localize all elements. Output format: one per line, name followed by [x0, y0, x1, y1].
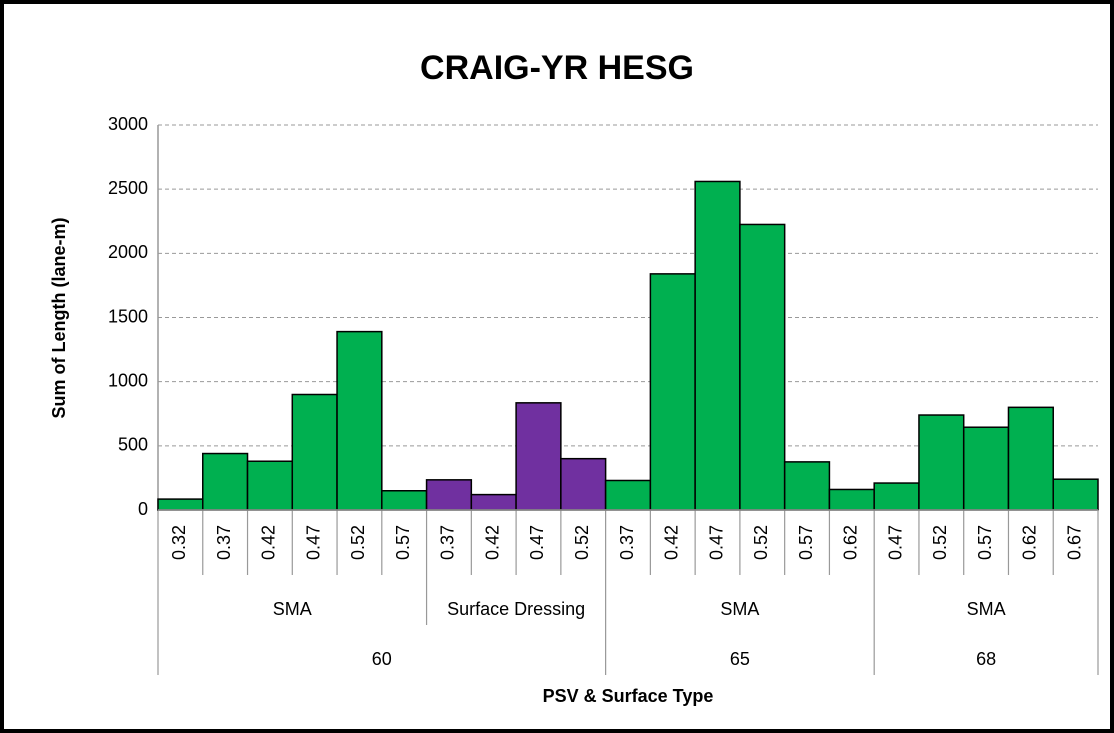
bar [1007, 406, 1054, 511]
y-tick-label: 1000 [108, 370, 148, 390]
bar [246, 460, 294, 511]
y-axis-title: Sum of Length (lane-m) [49, 218, 69, 419]
bar [739, 223, 786, 511]
y-tick-label: 2500 [108, 178, 148, 198]
bar [291, 393, 338, 511]
x-tick-label: 0.57 [796, 525, 816, 560]
bar [157, 498, 204, 511]
y-tick-label: 2000 [108, 242, 148, 262]
bar [560, 457, 607, 511]
x-tick-label: 0.47 [706, 525, 726, 560]
bar [425, 479, 473, 511]
x-tick-label: 0.37 [617, 525, 637, 560]
chart-title: CRAIG-YR HESG [420, 49, 694, 87]
x-tick-label: 0.37 [438, 525, 458, 560]
x-tick-label: 0.57 [393, 525, 413, 560]
x-tick-label: 0.57 [975, 525, 995, 560]
subgroup-label: SMA [720, 599, 759, 619]
x-tick-label: 0.67 [1064, 525, 1084, 560]
y-tick-label: 500 [118, 435, 148, 455]
x-tick-label: 0.47 [303, 525, 323, 560]
x-tick-label: 0.52 [751, 525, 771, 560]
x-tick-label: 0.52 [930, 525, 950, 560]
bar [202, 452, 249, 511]
x-tick-label: 0.42 [662, 525, 682, 560]
bar [873, 482, 920, 511]
x-tick-label: 0.42 [482, 525, 502, 560]
bar [470, 493, 517, 511]
bar [783, 461, 831, 511]
bar [604, 479, 652, 511]
x-tick-label: 0.42 [259, 525, 279, 560]
bar [918, 414, 965, 511]
x-tick-label: 0.47 [527, 525, 547, 560]
x-tick-label: 0.62 [1020, 525, 1040, 560]
subgroup-label: SMA [273, 599, 312, 619]
subgroup-label: SMA [967, 599, 1006, 619]
x-tick-label: 0.32 [169, 525, 189, 560]
y-tick-label: 3000 [108, 114, 148, 134]
x-axis-title: PSV & Surface Type [543, 686, 714, 706]
group-label: 65 [730, 649, 750, 669]
x-tick-label: 0.52 [348, 525, 368, 560]
bar [336, 330, 383, 511]
group-label: 68 [976, 649, 996, 669]
bar [694, 180, 741, 511]
subgroup-label: Surface Dressing [447, 599, 585, 619]
bar [962, 426, 1010, 511]
y-tick-label: 0 [138, 499, 148, 519]
y-tick-label: 1500 [108, 306, 148, 326]
bar [649, 273, 696, 511]
x-tick-label: 0.62 [841, 525, 861, 560]
bar [828, 488, 875, 511]
x-tick-label: 0.37 [214, 525, 234, 560]
x-tick-label: 0.47 [885, 525, 905, 560]
bar [1052, 478, 1099, 511]
x-tick-label: 0.52 [572, 525, 592, 560]
group-label: 60 [372, 649, 392, 669]
bar [381, 490, 428, 511]
bar [515, 402, 562, 511]
